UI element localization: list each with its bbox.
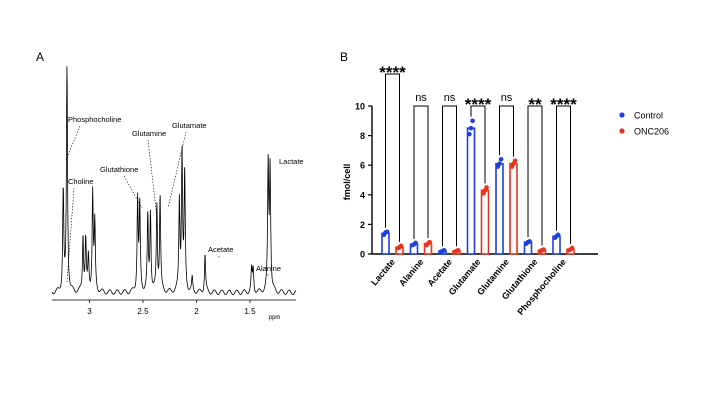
nmr-spectrum-line: [51, 66, 297, 295]
annotation-leader-line: [66, 187, 75, 283]
data-point: [470, 118, 475, 124]
data-point: [441, 248, 447, 253]
significance-label: ns: [501, 92, 513, 104]
data-point: [467, 131, 472, 137]
data-point: [512, 158, 518, 164]
significance-bracket: [499, 105, 514, 157]
bar-onc206: [509, 162, 518, 255]
data-point: [541, 247, 546, 252]
significance-bracket: [556, 105, 571, 245]
peak-annotation-label: Alanine: [256, 264, 281, 273]
category-label: Alanine: [397, 257, 426, 288]
data-point: [497, 161, 502, 167]
significance-label: ns: [415, 92, 427, 104]
annotation-leader-line: [147, 139, 158, 219]
legend-marker-control: [619, 112, 625, 118]
annotation-leader-line: [123, 175, 143, 209]
legend-label: ONC206: [634, 127, 669, 137]
peak-annotation-label: Glutathione: [100, 165, 138, 174]
significance-label: ****: [465, 95, 492, 114]
y-tick-label: 0: [360, 250, 365, 260]
significance-bracket: [385, 73, 400, 242]
category-label: Lactate: [369, 257, 397, 288]
significance-label: ns: [444, 92, 456, 104]
y-tick-label: 4: [360, 190, 365, 200]
data-point: [398, 243, 404, 249]
peak-annotation-label: Glutamine: [132, 129, 166, 138]
ppm-tick-label: 2.5: [137, 307, 149, 316]
y-tick-label: 6: [360, 161, 365, 171]
significance-bracket: [413, 105, 429, 239]
peak-annotation-label: Choline: [68, 177, 93, 186]
ppm-axis-label: ppm: [269, 315, 281, 321]
y-tick-label: 8: [360, 131, 365, 141]
nmr-spectrum-panel: 3 2.5 2 1.5 Phosphocholine Choline Glutathion…: [51, 66, 304, 321]
peak-annotation-label: Phosphocholine: [68, 115, 121, 124]
significance-bracket: [442, 105, 457, 247]
data-point: [527, 239, 532, 244]
annotation-leader-line: [65, 125, 81, 161]
bar-onc206: [480, 189, 490, 255]
panel-b-label: B: [340, 50, 348, 64]
legend-label: Control: [634, 111, 663, 121]
y-tick-label: 10: [355, 102, 365, 112]
ppm-tick-label: 1.5: [244, 307, 256, 316]
data-point: [455, 248, 461, 253]
data-point: [427, 239, 432, 245]
data-point: [384, 229, 390, 235]
y-axis-label: fmol/cell: [342, 164, 352, 201]
data-point: [484, 185, 489, 190]
peak-annotation-label: Acetate: [208, 245, 233, 254]
panel-a-label: A: [36, 50, 44, 64]
category-label: Acetate: [425, 257, 454, 288]
peak-annotation-label: Lactate: [279, 157, 304, 166]
ppm-tick-label: 2: [194, 307, 199, 316]
bar-control: [495, 162, 504, 255]
significance-label: ****: [550, 95, 577, 114]
bar-control: [466, 127, 476, 255]
data-point: [498, 156, 504, 162]
data-point: [413, 240, 418, 246]
annotation-leader-line: [167, 131, 187, 209]
significance-bracket: [470, 105, 486, 184]
data-point: [468, 125, 474, 131]
y-tick-label: 2: [360, 220, 365, 230]
ppm-tick-label: 3: [87, 307, 92, 316]
legend-marker-onc206: [619, 128, 625, 134]
significance-label: ****: [379, 63, 406, 82]
data-point: [555, 232, 561, 238]
data-point: [569, 245, 575, 251]
significance-label: **: [528, 95, 542, 114]
significance-bracket: [527, 105, 543, 246]
peak-annotation-label: Glutamate: [172, 121, 207, 130]
